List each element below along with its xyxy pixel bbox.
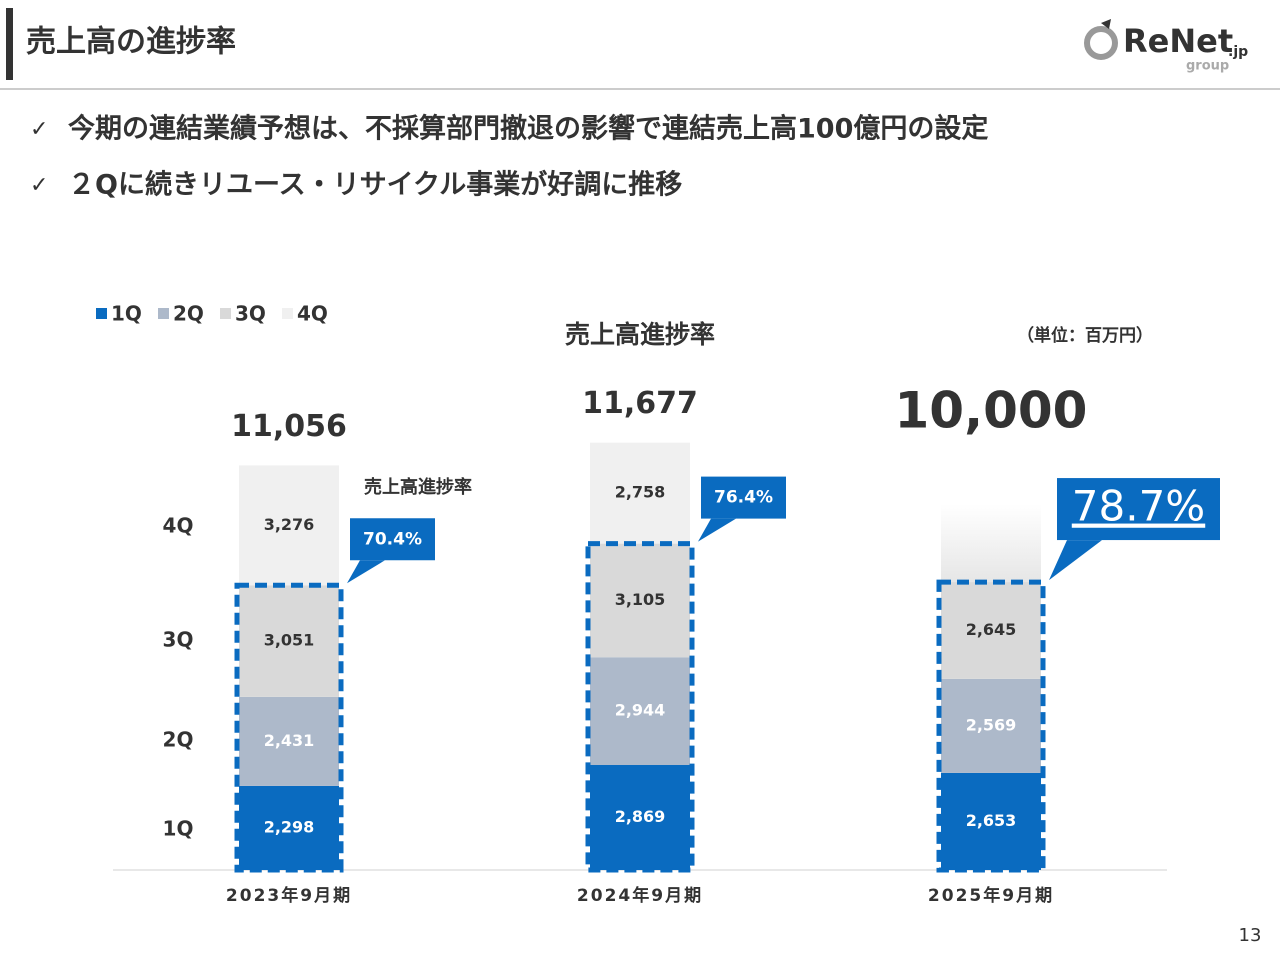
bar-segment [941, 772, 1041, 870]
forecast-remainder [941, 504, 1041, 583]
legend-label: 4Q [297, 302, 328, 326]
logo-suffix: .jp [1228, 44, 1248, 60]
page-title: 売上高の進捗率 [26, 25, 236, 60]
page-number: 13 [1239, 925, 1262, 946]
bar-value-label: 2,944 [615, 701, 666, 720]
progress-label: 70.4% [363, 529, 422, 549]
progress-label: 76.4% [714, 488, 773, 508]
bar-segment [590, 442, 690, 544]
bar-value-label: 2,869 [615, 807, 666, 826]
legend-swatch [220, 308, 231, 319]
bar-value-label: 2,758 [615, 483, 666, 502]
bar-segment [239, 465, 339, 586]
logo-text: ReNet [1123, 22, 1233, 60]
progress-box [936, 579, 1046, 873]
legend-swatch [96, 308, 107, 319]
chart-title: 売上高進捗率 [565, 320, 715, 349]
legend-label: 3Q [235, 302, 266, 326]
bar-value-label: 3,051 [264, 631, 315, 650]
legend-swatch [158, 308, 169, 319]
callout-box [1057, 478, 1220, 541]
bar-segment [590, 657, 690, 765]
legend-label: 2Q [173, 302, 204, 326]
callout [1049, 540, 1102, 581]
x-tick-label: 2023年9月期 [226, 885, 352, 906]
bullet: ２Qに続きリユース・リサイクル事業が好調に推移 [68, 169, 682, 201]
callout [347, 560, 385, 584]
bar-segment [941, 582, 1041, 679]
row-label: 3Q [163, 628, 194, 652]
callout-box [350, 518, 435, 561]
logo-arrow [1101, 19, 1111, 29]
total-label: 10,000 [895, 382, 1088, 440]
check: ✓ [30, 117, 48, 142]
check: ✓ [30, 173, 48, 198]
callout-box [701, 476, 786, 519]
total-label: 11,677 [582, 386, 698, 421]
bar-segment [590, 764, 690, 870]
unit-label: （単位：百万円） [1017, 325, 1153, 346]
legend-label: 1Q [111, 302, 142, 326]
progress-label: 78.7% [1072, 482, 1205, 531]
x-tick-label: 2025年9月期 [928, 885, 1054, 906]
bar-value-label: 2,431 [264, 731, 315, 750]
bar-value-label: 2,653 [966, 811, 1017, 830]
bar-segment [239, 585, 339, 697]
bar-value-label: 3,105 [615, 590, 666, 609]
bar-value-label: 3,276 [264, 515, 315, 534]
row-label: 2Q [163, 728, 194, 752]
bar-segment [239, 696, 339, 786]
bar-segment [941, 678, 1041, 773]
row-label: 4Q [163, 514, 194, 538]
title-bar [6, 8, 13, 80]
logo-sub: group [1186, 59, 1229, 74]
row-label: 1Q [163, 817, 194, 841]
bar-value-label: 2,645 [966, 620, 1017, 639]
bar-value-label: 2,569 [966, 715, 1017, 734]
bar-segment [590, 543, 690, 658]
logo: ReNet .jp group [1084, 19, 1248, 74]
total-label: 11,056 [231, 409, 347, 444]
annotation: 売上高進捗率 [364, 476, 472, 498]
bullet: 今期の連結業績予想は、不採算部門撤退の影響で連結売上高100億円の設定 [68, 113, 988, 145]
bar-segment [239, 785, 339, 870]
legend-swatch [282, 308, 293, 319]
bar-value-label: 2,298 [264, 817, 315, 836]
logo-icon [1084, 26, 1118, 60]
callout [698, 518, 736, 542]
progress-box [234, 582, 344, 873]
x-tick-label: 2024年9月期 [577, 885, 703, 906]
